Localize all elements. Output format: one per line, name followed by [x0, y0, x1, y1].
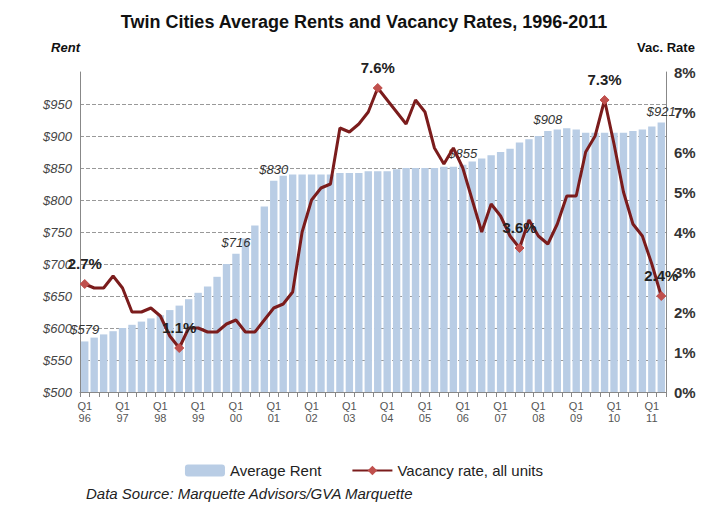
- svg-text:7.6%: 7.6%: [361, 59, 395, 76]
- svg-text:10: 10: [608, 412, 620, 424]
- svg-text:Average Rent: Average Rent: [230, 462, 322, 479]
- svg-text:$600: $600: [42, 321, 73, 336]
- svg-text:$716: $716: [220, 235, 251, 250]
- svg-text:7%: 7%: [674, 104, 696, 121]
- svg-text:Q1: Q1: [229, 400, 244, 412]
- svg-text:$830: $830: [258, 162, 289, 177]
- svg-text:Twin Cities Average Rents and: Twin Cities Average Rents and Vacancy Ra…: [121, 12, 608, 32]
- svg-text:2%: 2%: [674, 304, 696, 321]
- svg-text:4%: 4%: [674, 224, 696, 241]
- svg-text:$550: $550: [42, 353, 73, 368]
- svg-text:Q1: Q1: [153, 400, 168, 412]
- svg-text:$855: $855: [448, 145, 478, 161]
- svg-text:08: 08: [532, 412, 544, 424]
- svg-text:$700: $700: [43, 256, 72, 272]
- svg-text:0%: 0%: [674, 384, 696, 401]
- svg-text:Q1: Q1: [115, 400, 130, 412]
- svg-text:96: 96: [79, 412, 91, 424]
- svg-text:$579: $579: [69, 322, 99, 337]
- svg-text:Q1: Q1: [569, 400, 584, 412]
- svg-text:2.7%: 2.7%: [68, 255, 102, 272]
- svg-text:97: 97: [116, 412, 128, 424]
- svg-text:2.4%: 2.4%: [644, 267, 678, 284]
- svg-text:Q1: Q1: [304, 400, 319, 412]
- svg-text:1%: 1%: [674, 344, 696, 361]
- svg-text:$750: $750: [42, 225, 73, 240]
- svg-text:$921: $921: [646, 104, 676, 119]
- svg-text:00: 00: [230, 412, 242, 424]
- svg-text:Q1: Q1: [493, 400, 508, 412]
- svg-text:Q1: Q1: [531, 400, 546, 412]
- svg-text:7.3%: 7.3%: [587, 71, 621, 88]
- svg-text:99: 99: [192, 412, 204, 424]
- svg-text:Q1: Q1: [607, 400, 622, 412]
- svg-text:11: 11: [646, 412, 657, 424]
- svg-text:04: 04: [381, 412, 393, 424]
- svg-text:Q1: Q1: [380, 400, 395, 412]
- svg-text:09: 09: [570, 412, 582, 424]
- svg-text:$800: $800: [42, 193, 73, 208]
- svg-text:3%: 3%: [674, 263, 696, 281]
- svg-text:1.1%: 1.1%: [162, 319, 196, 336]
- svg-text:Q1: Q1: [342, 400, 357, 412]
- svg-text:Vac. Rate: Vac. Rate: [637, 40, 695, 55]
- svg-text:$850: $850: [42, 161, 73, 176]
- svg-text:Q1: Q1: [418, 400, 433, 412]
- svg-text:05: 05: [419, 412, 431, 424]
- svg-text:8%: 8%: [674, 64, 696, 81]
- svg-text:$908: $908: [532, 112, 563, 127]
- svg-text:Q1: Q1: [266, 400, 281, 412]
- svg-text:07: 07: [494, 412, 506, 424]
- svg-text:Q1: Q1: [644, 400, 659, 412]
- svg-text:98: 98: [154, 412, 166, 424]
- svg-text:Q1: Q1: [455, 400, 470, 412]
- svg-text:Vacancy rate, all units: Vacancy rate, all units: [397, 462, 543, 479]
- svg-text:02: 02: [305, 412, 317, 424]
- svg-text:01: 01: [268, 412, 280, 424]
- svg-text:$900: $900: [42, 129, 73, 144]
- svg-text:Rent: Rent: [51, 40, 81, 55]
- svg-text:Q1: Q1: [77, 400, 92, 412]
- svg-text:3.6%: 3.6%: [502, 219, 536, 236]
- svg-text:03: 03: [343, 412, 355, 424]
- svg-text:$500: $500: [42, 385, 73, 400]
- svg-text:$650: $650: [42, 289, 73, 304]
- svg-text:06: 06: [457, 412, 469, 424]
- svg-text:Q1: Q1: [191, 400, 206, 412]
- svg-text:Data Source: Marquette Advisor: Data Source: Marquette Advisors/GVA Marq…: [86, 485, 413, 502]
- svg-text:6%: 6%: [674, 144, 696, 161]
- svg-text:5%: 5%: [674, 184, 696, 201]
- svg-text:$950: $950: [42, 97, 73, 112]
